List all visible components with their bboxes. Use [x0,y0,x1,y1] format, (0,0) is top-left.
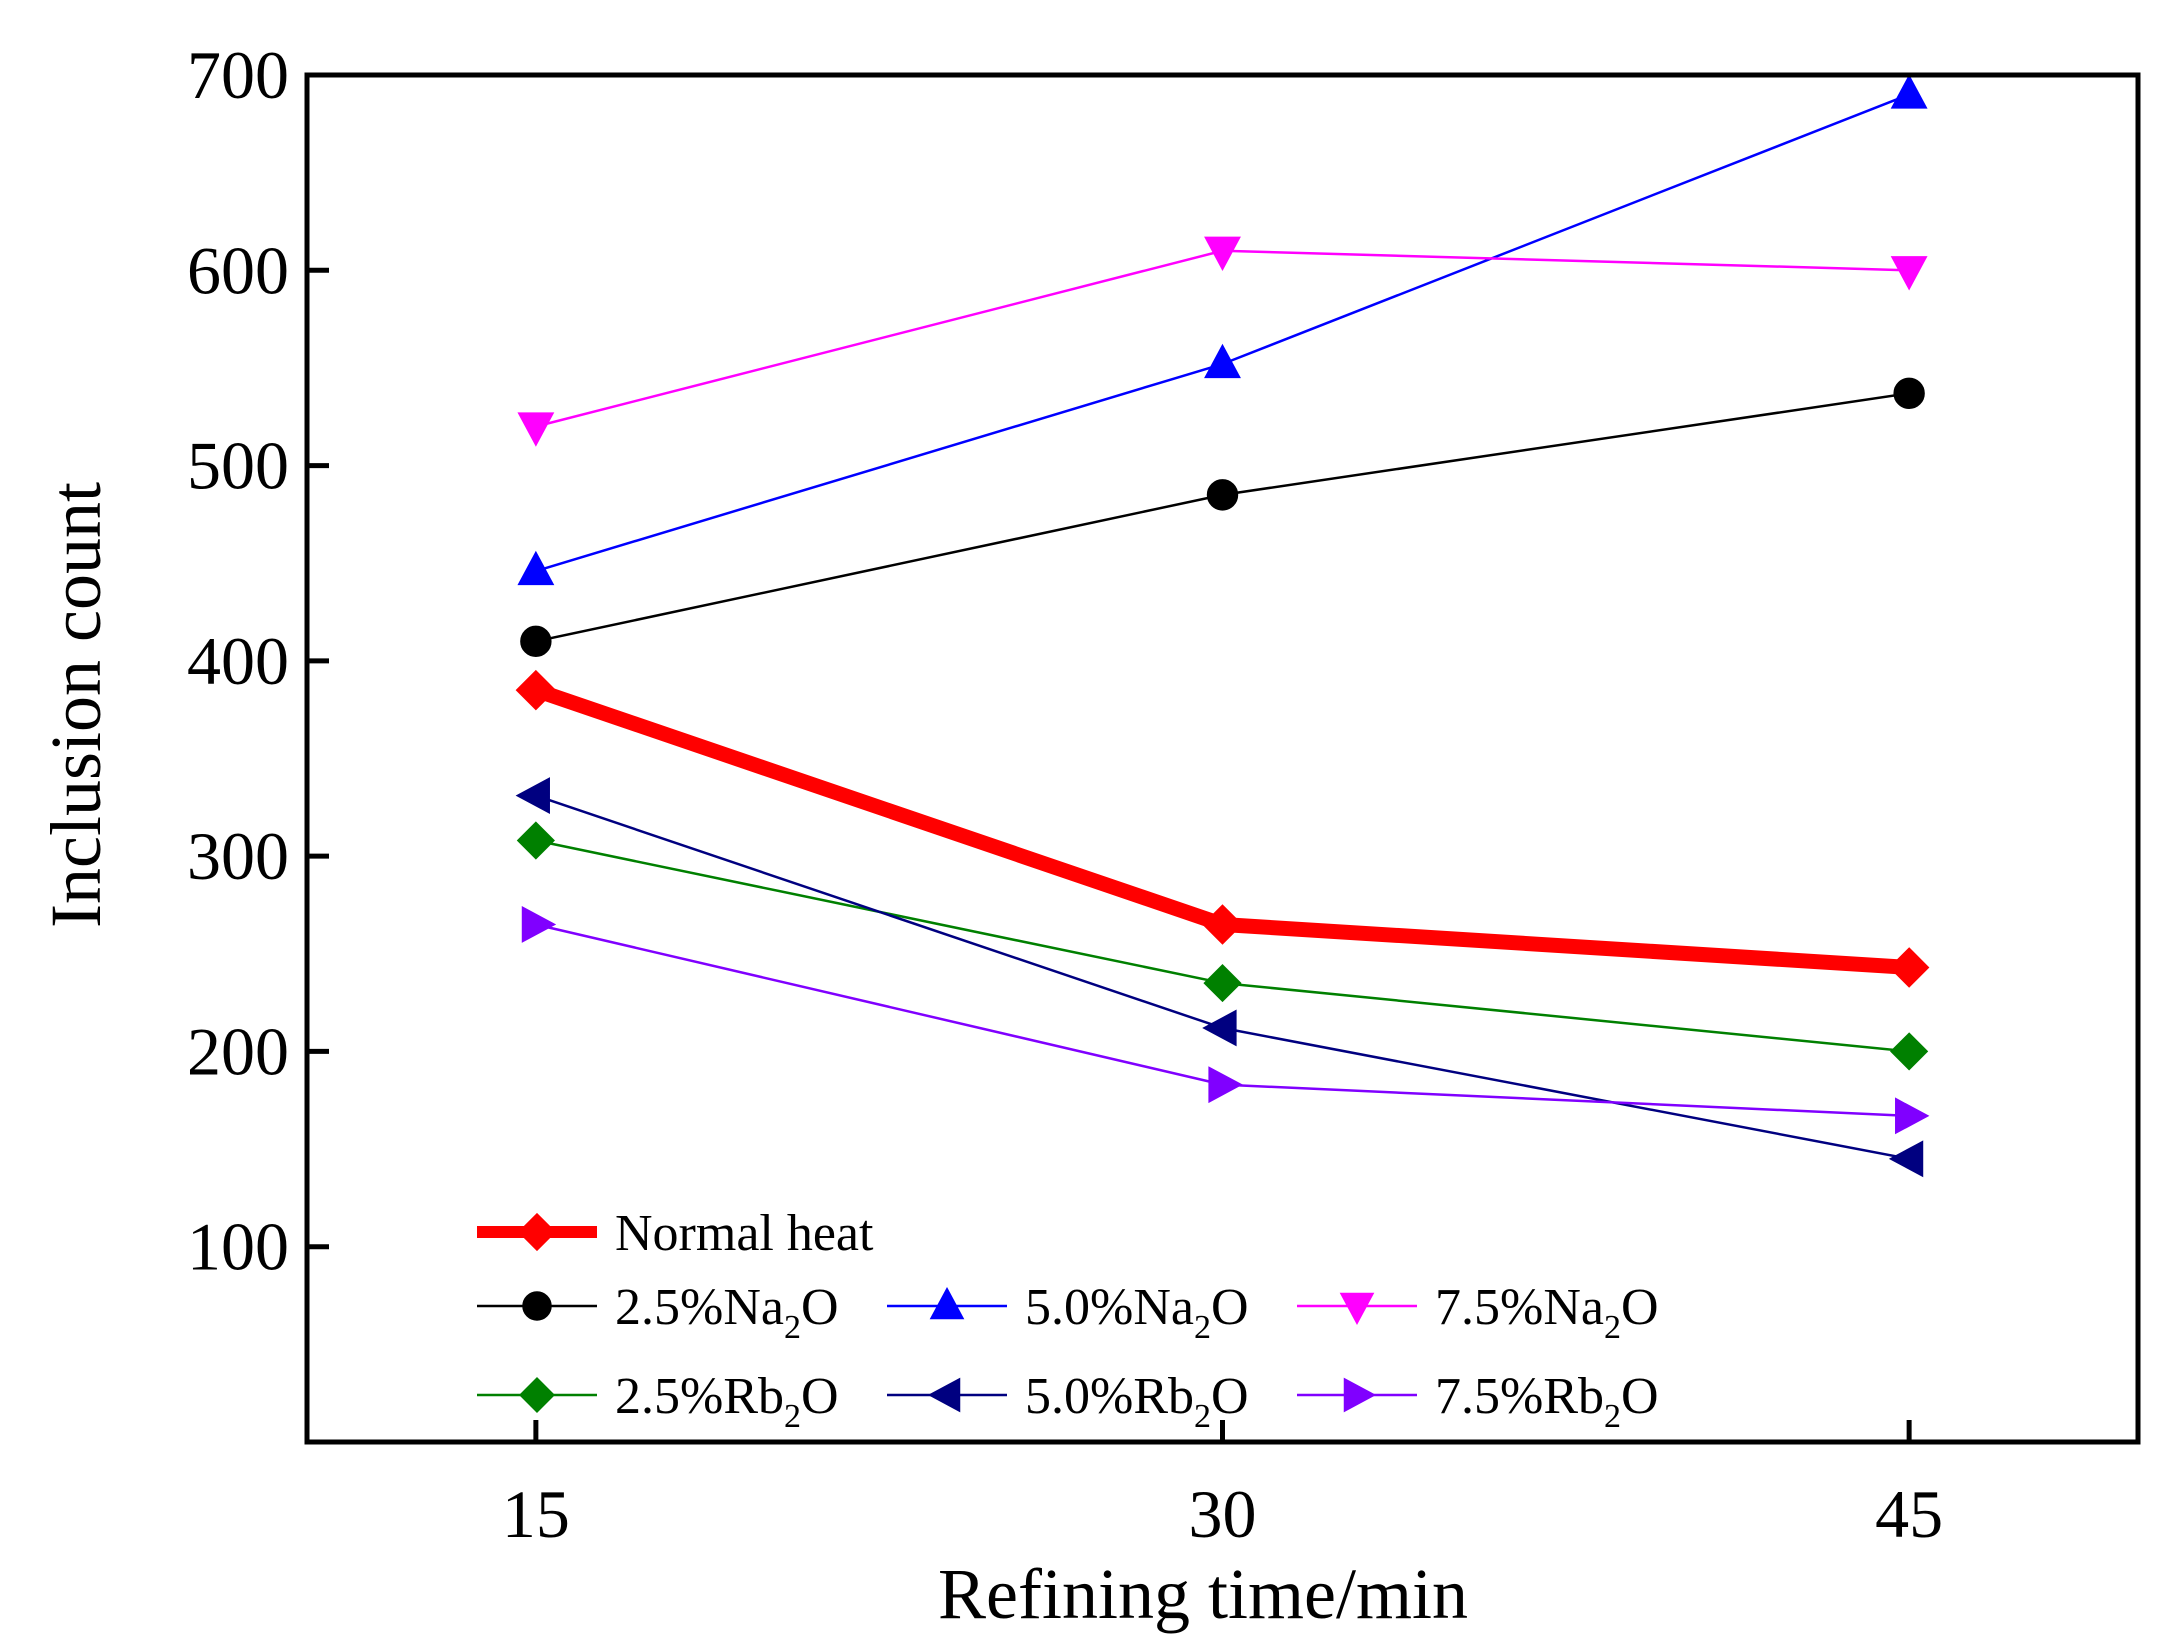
data-point [521,906,557,943]
legend-label: 5.0%Na2O [1025,1279,1249,1346]
legend-item: 5.0%Na2O [887,1279,1249,1346]
data-point [1202,904,1243,945]
data-point [1888,1140,1924,1178]
y-tick-label: 300 [187,818,289,894]
data-point [1890,74,1928,109]
y-tick-label: 100 [187,1209,289,1285]
legend-item: 5.0%Rb2O [887,1368,1249,1435]
axes-layer: 100 200 300 400 500 600 700 15 30 45 [187,37,1943,1552]
series-2.5%Na2O [520,377,1925,658]
data-point [520,625,552,658]
legend-marker [519,1377,555,1413]
y-tick-label: 700 [187,37,289,113]
legend-label: 2.5%Na2O [615,1279,839,1346]
legend-marker [517,1212,557,1252]
series-2.5%Rb2O [516,821,1929,1071]
data-point [1893,377,1925,410]
series-5.0%Na2O [517,74,1928,586]
legend: Normal heat 2.5%Na2O 5.0%Na2O 7.5%Na2O 2.5%R… [477,1205,1659,1435]
data-point [517,550,555,586]
series-7.5%Na2O [517,236,1928,447]
data-point [515,669,557,711]
y-tick-label: 500 [187,428,289,504]
legend-label: 2.5%Rb2O [615,1368,839,1435]
y-axis-title: Inclusion count [36,482,116,928]
series-layer [515,74,1930,1178]
data-point [516,821,555,860]
y-tick-label: 400 [187,623,289,699]
x-tick-label: 15 [502,1476,570,1552]
data-point [1888,947,1930,988]
legend-label: 7.5%Rb2O [1435,1368,1659,1435]
legend-marker [927,1377,961,1413]
legend-label: 7.5%Na2O [1435,1279,1659,1346]
data-point [1204,236,1241,272]
series-line [535,249,1910,428]
series-7.5%Rb2O [521,906,1930,1135]
data-point [517,412,555,447]
legend-item: 7.5%Rb2O [1297,1368,1659,1435]
data-point [1895,1097,1930,1135]
y-tick-label: 600 [187,232,289,308]
data-point [1206,479,1239,511]
series-line [535,392,1910,643]
data-point [515,777,550,815]
legend-marker [1339,1292,1375,1326]
y-tick-label: 200 [187,1013,289,1089]
x-tick-label: 45 [1875,1476,1943,1552]
legend-label: 5.0%Rb2O [1025,1368,1249,1435]
x-axis-title: Refining time/min [938,1554,1468,1634]
data-point [1890,1032,1929,1071]
legend-marker [929,1286,965,1320]
x-tick-label: 30 [1189,1476,1257,1552]
legend-item: 2.5%Rb2O [477,1368,839,1435]
data-point [1202,1009,1237,1047]
data-point [1208,1066,1243,1104]
data-point [1890,256,1928,291]
data-point [1203,963,1242,1003]
legend-label: Normal heat [615,1205,874,1262]
series-5.0%Rb2O [515,777,1924,1178]
data-point [1204,343,1241,379]
legend-marker [522,1291,552,1321]
legend-marker [1343,1377,1377,1413]
legend-item: 7.5%Na2O [1297,1279,1659,1346]
series-Normal heat [515,669,1930,988]
legend-item: Normal heat [477,1205,874,1262]
legend-item: 2.5%Na2O [477,1279,839,1346]
